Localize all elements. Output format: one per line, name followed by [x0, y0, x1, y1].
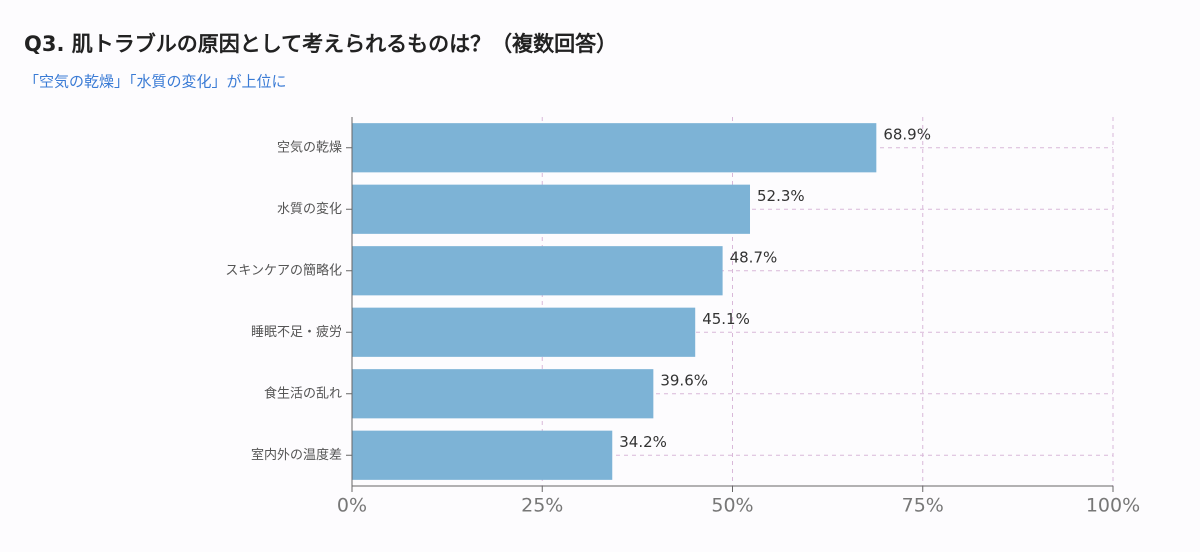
x-tick-label: 25%	[521, 495, 563, 517]
y-tick-label: 水質の変化	[277, 201, 342, 217]
y-tick-label: スキンケアの簡略化	[225, 262, 342, 278]
chart-subtitle: 「空気の乾燥」「水質の変化」が上位に	[24, 73, 287, 91]
y-tick-label: 食生活の乱れ	[264, 385, 342, 401]
y-tick-label: 睡眠不足・疲労	[251, 324, 342, 340]
bar	[352, 369, 654, 419]
bar	[352, 184, 751, 234]
value-label: 48.7%	[730, 249, 778, 267]
y-tick-label: 空気の乾燥	[277, 139, 342, 155]
x-tick-label: 50%	[711, 495, 753, 517]
value-label: 39.6%	[660, 372, 708, 390]
value-label: 45.1%	[702, 310, 750, 328]
bar	[352, 246, 723, 296]
bar	[352, 123, 877, 173]
chart-title: Q3. 肌トラブルの原因として考えられるものは？（複数回答）	[24, 32, 617, 56]
x-tick-label: 0%	[337, 495, 367, 517]
x-tick-label: 75%	[902, 495, 944, 517]
value-label: 34.2%	[619, 433, 667, 451]
y-tick-label: 室内外の温度差	[251, 447, 342, 463]
bar	[352, 307, 696, 357]
x-tick-label: 100%	[1086, 495, 1140, 517]
value-label: 52.3%	[757, 187, 805, 205]
bar	[352, 430, 613, 480]
value-label: 68.9%	[883, 126, 931, 144]
